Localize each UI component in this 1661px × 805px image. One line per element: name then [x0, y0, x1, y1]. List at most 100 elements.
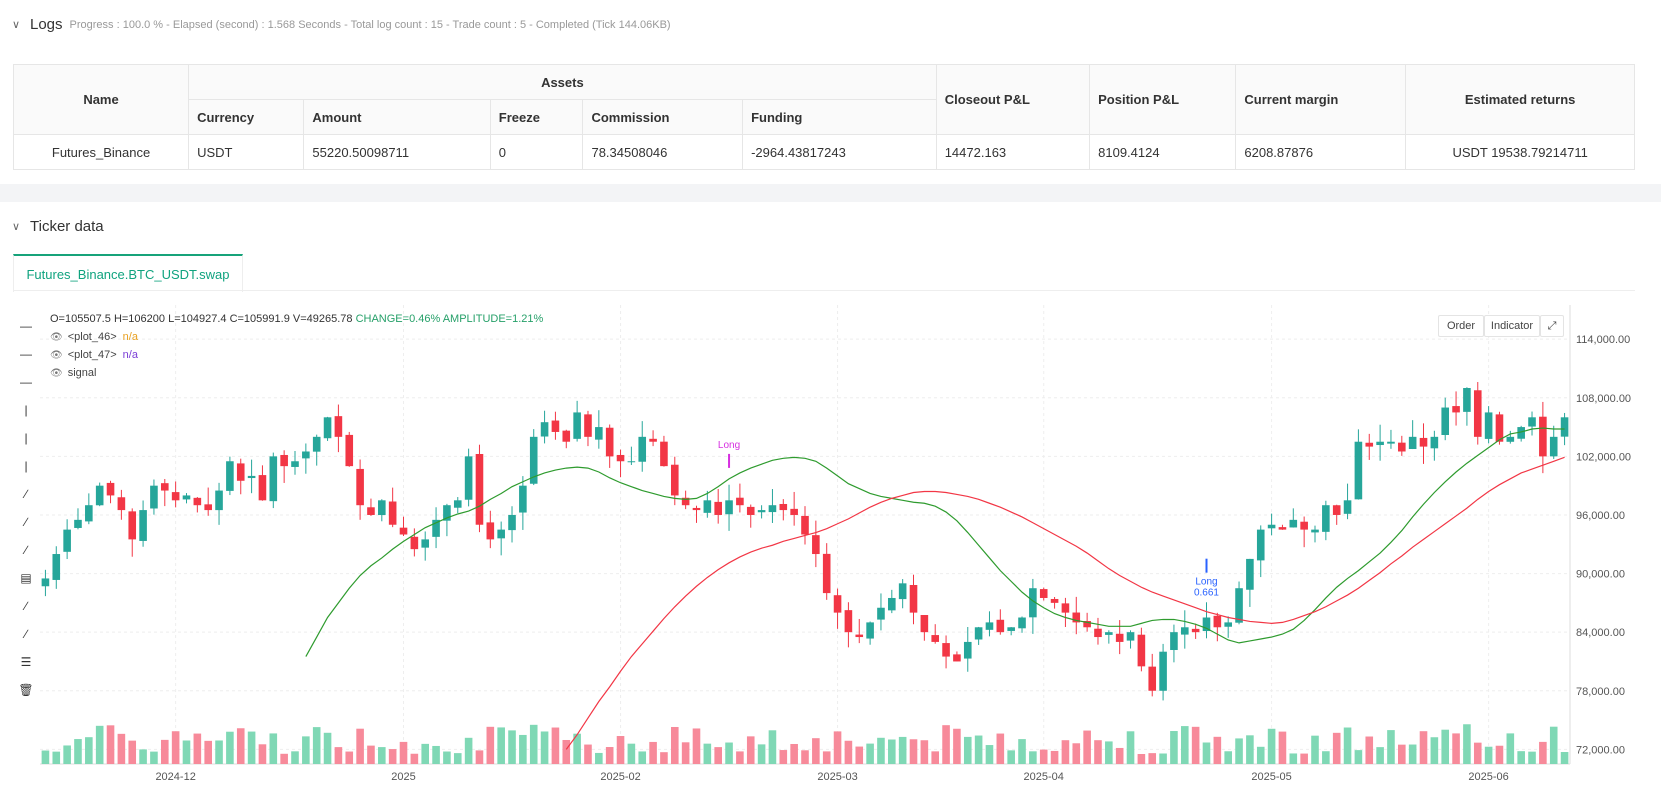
volume-bar — [1506, 733, 1515, 764]
volume-bar — [1083, 730, 1091, 764]
volume-bar — [1376, 747, 1384, 764]
volume-bar — [497, 727, 505, 764]
volume-bar — [443, 751, 451, 764]
candle-body — [562, 430, 571, 442]
candle-body — [1354, 441, 1363, 500]
volume-bar — [627, 743, 636, 764]
volume-bar — [204, 740, 212, 764]
tab-btc-usdt-swap[interactable]: Futures_Binance.BTC_USDT.swap — [13, 254, 243, 292]
volume-bar — [1343, 727, 1352, 764]
chevron-down-icon[interactable]: ∨ — [12, 19, 21, 31]
eye-icon[interactable]: 👁 — [50, 331, 63, 343]
candle-body — [1484, 412, 1493, 439]
eye-icon[interactable]: 👁 — [50, 367, 63, 379]
legend-signal[interactable]: 👁 signal — [50, 367, 96, 379]
extended-line-icon[interactable]: — — [20, 375, 32, 389]
volume-bar — [1430, 737, 1439, 764]
volume-bar — [378, 747, 386, 764]
candle-body — [139, 510, 147, 541]
candle-body — [1235, 588, 1243, 623]
parallel-channel-icon[interactable]: ∕ — [24, 599, 27, 613]
vertical-line-icon[interactable]: | — [24, 403, 28, 417]
ohlc-change: CHANGE=0.46% — [355, 313, 441, 325]
candle-body — [1224, 622, 1232, 627]
logs-header[interactable]: ∨ Logs Progress : 100.0 % - Elapsed (sec… — [12, 16, 671, 33]
candle-body — [52, 554, 61, 580]
x-tick-label: 2025-02 — [600, 771, 640, 783]
vertical-ray-icon[interactable]: | — [24, 431, 28, 445]
volume-bar — [334, 747, 343, 764]
legend-plot-47[interactable]: 👁 <plot_47> n/a — [50, 349, 138, 361]
volume-bar — [801, 750, 809, 764]
y-tick-label: 108,000.00 — [1576, 393, 1631, 405]
ohlc-amplitude: AMPLITUDE=1.21% — [442, 313, 544, 325]
chevron-down-icon[interactable]: ∨ — [12, 221, 21, 233]
volume-bar — [877, 737, 885, 764]
pitchfork-icon[interactable]: ∕ — [24, 627, 27, 641]
candle-body — [1549, 436, 1558, 457]
volume-bar — [660, 752, 668, 764]
signal-label: Long — [1195, 577, 1217, 588]
candle-body — [736, 497, 744, 506]
trend-line-icon[interactable]: ∕ — [24, 487, 27, 501]
volume-bar — [1180, 726, 1189, 764]
cell-estimated-returns: USDT 19538.79214711 — [1405, 134, 1635, 170]
ticker-header[interactable]: ∨ Ticker data — [12, 218, 104, 235]
volume-bar — [1235, 738, 1243, 764]
volume-bar — [106, 725, 115, 764]
volume-bar — [410, 753, 419, 764]
legend-plot-46[interactable]: 👁 <plot_46> n/a — [50, 331, 138, 343]
volume-bar — [1463, 724, 1471, 764]
volume-bar — [953, 728, 961, 764]
signal-value: 0.661 — [1194, 588, 1219, 599]
price-range-icon[interactable]: ▤ — [20, 571, 32, 585]
volume-bar — [1473, 742, 1482, 764]
volume-bar — [1170, 731, 1178, 764]
fullscreen-icon[interactable]: ⤢ — [1540, 315, 1564, 337]
candle-body — [660, 441, 668, 467]
volume-bar — [1137, 753, 1146, 764]
candle-body — [388, 501, 397, 525]
volume-bar — [649, 741, 657, 764]
volume-bar — [182, 740, 191, 764]
horizontal-line-icon[interactable]: — — [20, 319, 32, 333]
volume-bar — [160, 739, 169, 764]
order-button[interactable]: Order — [1438, 315, 1484, 337]
volume-bar — [1126, 731, 1135, 764]
volume-bar — [898, 736, 907, 764]
volume-bar — [508, 730, 516, 764]
x-tick-label: 2025-05 — [1251, 771, 1291, 783]
cell-position-pl: 8109.4124 — [1089, 134, 1237, 170]
logs-status: Progress : 100.0 % - Elapsed (second) : … — [69, 18, 671, 31]
fib-retracement-icon[interactable]: ☰ — [20, 655, 32, 669]
candle-body — [1246, 558, 1254, 590]
candle-body — [703, 500, 712, 513]
segment-icon[interactable]: ∕ — [24, 543, 27, 557]
candle-body — [627, 461, 636, 463]
volume-bar — [1549, 726, 1558, 764]
ray-line-icon[interactable]: ∕ — [24, 515, 27, 529]
candle-body — [1170, 632, 1178, 651]
eye-icon[interactable]: 👁 — [50, 349, 63, 361]
volume-bar — [150, 751, 158, 764]
trash-icon[interactable]: 🗑 — [18, 683, 34, 697]
volume-bar — [736, 751, 744, 764]
cell-freeze: 0 — [489, 134, 584, 170]
candle-body — [1180, 627, 1189, 635]
candle-body — [1061, 603, 1070, 613]
ohlc-readout: O=105507.5 H=106200 L=104927.4 C=105991.… — [50, 313, 543, 325]
candle-body — [790, 508, 798, 515]
volume-bar — [269, 733, 278, 764]
ticker-title: Ticker data — [30, 218, 104, 235]
candle-body — [714, 501, 722, 515]
x-tick-label: 2025-03 — [817, 771, 857, 783]
candle-body — [1094, 628, 1102, 638]
volume-bar — [822, 751, 831, 764]
candle-body — [508, 514, 516, 531]
vertical-segment-icon[interactable]: | — [24, 459, 28, 473]
horizontal-ray-icon[interactable]: — — [20, 347, 32, 361]
indicator-button[interactable]: Indicator — [1484, 315, 1540, 337]
volume-bar — [529, 724, 538, 764]
candle-body — [204, 504, 212, 511]
